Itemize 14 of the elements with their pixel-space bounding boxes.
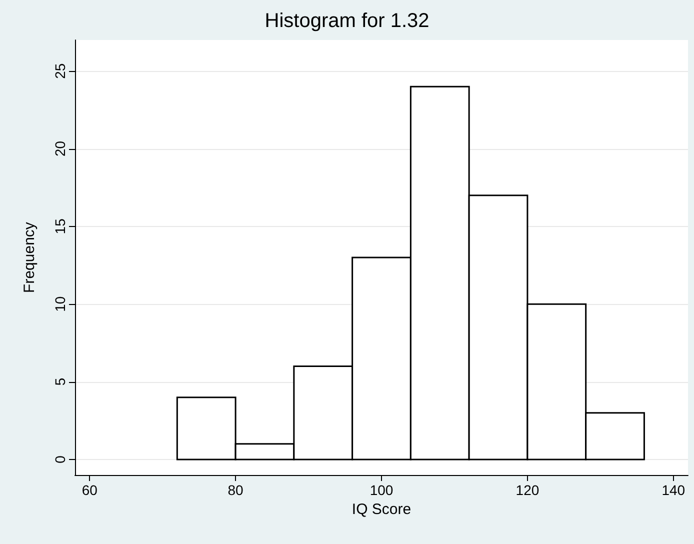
y-tick-label: 0 [52, 455, 68, 464]
x-tick-label: 60 [82, 482, 98, 498]
x-axis-title: IQ Score [352, 500, 412, 518]
y-tick-label: 15 [52, 218, 68, 234]
x-tick-label: 100 [370, 482, 394, 498]
y-tick-label: 10 [52, 296, 68, 312]
x-tick-label: 140 [662, 482, 686, 498]
y-tick-label: 5 [52, 378, 68, 386]
chart-title: Histogram for 1.32 [264, 10, 430, 32]
y-tick-label: 20 [52, 140, 68, 157]
y-axis-title: Frequency [21, 222, 38, 293]
x-tick-label: 120 [516, 482, 540, 498]
x-tick-label: 80 [228, 482, 244, 498]
y-tick-label: 25 [52, 63, 68, 79]
